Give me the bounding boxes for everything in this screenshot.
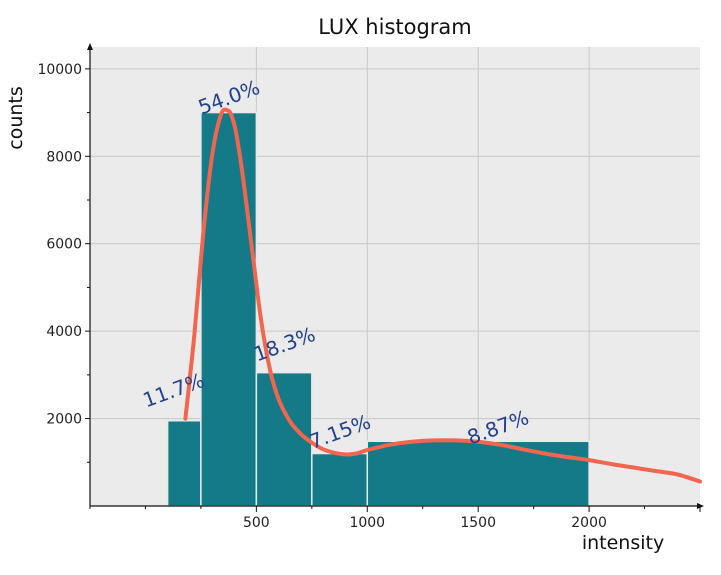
y-axis-arrow [87,43,93,50]
x-axis-label: intensity [582,532,664,554]
histogram-bar [311,452,369,507]
axes [85,43,704,512]
x-tick-label: 500 [243,515,270,531]
histogram-bar [255,371,313,507]
y-tick-label: 6000 [46,237,82,253]
chart-title: LUX histogram [318,15,472,39]
density-curve [183,107,702,484]
y-tick-label: 2000 [46,412,82,428]
y-axis-label: counts [5,86,27,150]
y-tick-label: 8000 [46,149,82,165]
y-tick-label: 10000 [37,62,82,78]
histogram-bar [366,440,590,507]
x-tick-label: 1000 [349,515,385,531]
tick-labels: 500 1000 1500 2000 2000 4000 6000 8000 10000 [37,62,606,531]
x-tick-label: 1500 [460,515,496,531]
histogram-bar [166,420,202,507]
grid-lines [90,47,700,506]
x-tick-label: 2000 [571,515,607,531]
y-tick-label: 4000 [46,324,82,340]
